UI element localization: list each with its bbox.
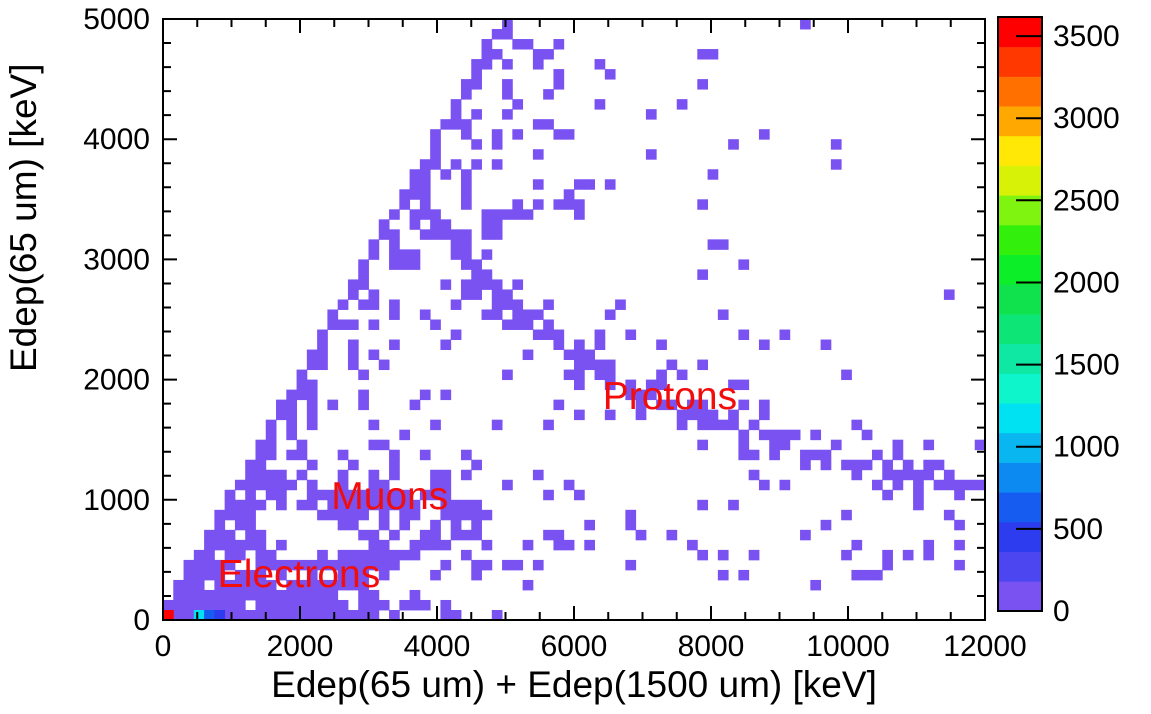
bins-layer — [163, 19, 986, 621]
colorbar-labels: 0 500 1000 1500 2000 2500 3000 3500 — [1053, 20, 1120, 628]
y-axis-title: Edep(65 um) [keV] — [3, 63, 44, 372]
hot-bins-layer — [163, 609, 226, 621]
y-tick-label: 5000 — [83, 3, 150, 36]
y-tick-label: 4000 — [83, 123, 150, 156]
colorbar-tick-label: 2500 — [1053, 184, 1120, 217]
colorbar-ticks — [1016, 35, 1042, 612]
annotation-protons: Protons — [602, 375, 738, 419]
colorbar-tick-label: 3000 — [1053, 102, 1120, 135]
x-tick-label: 0 — [155, 630, 172, 663]
x-axis-title: Edep(65 um) + Edep(1500 um) [keV] — [271, 664, 877, 705]
colorbar-tick-label: 3500 — [1053, 20, 1120, 53]
x-tick-label: 2000 — [267, 630, 334, 663]
annotation-muons: Muons — [331, 474, 449, 518]
plot-frame — [162, 18, 986, 621]
y-tick-labels: 0 1000 2000 3000 4000 5000 — [83, 3, 150, 637]
x-tick-label: 10000 — [806, 630, 889, 663]
colorbar-tick-label: 1000 — [1053, 431, 1120, 464]
colorbar — [997, 16, 1043, 612]
y-tick-label: 3000 — [83, 243, 150, 276]
colorbar-tick-label: 1500 — [1053, 349, 1120, 382]
x-tick-labels: 0 2000 4000 6000 8000 10000 12000 — [155, 630, 1027, 663]
x-tick-label: 8000 — [678, 630, 745, 663]
colorbar-tick-label: 0 — [1053, 595, 1070, 628]
axis-ticks — [162, 18, 986, 621]
x-tick-label: 6000 — [541, 630, 608, 663]
annotation-electrons: Electrons — [217, 552, 381, 596]
y-tick-label: 0 — [133, 604, 150, 637]
x-tick-label: 12000 — [943, 630, 1026, 663]
colorbar-tick-label: 500 — [1053, 513, 1103, 546]
colorbar-tick-label: 2000 — [1053, 267, 1120, 300]
y-tick-label: 2000 — [83, 364, 150, 397]
y-tick-label: 1000 — [83, 484, 150, 517]
x-tick-label: 4000 — [404, 630, 471, 663]
